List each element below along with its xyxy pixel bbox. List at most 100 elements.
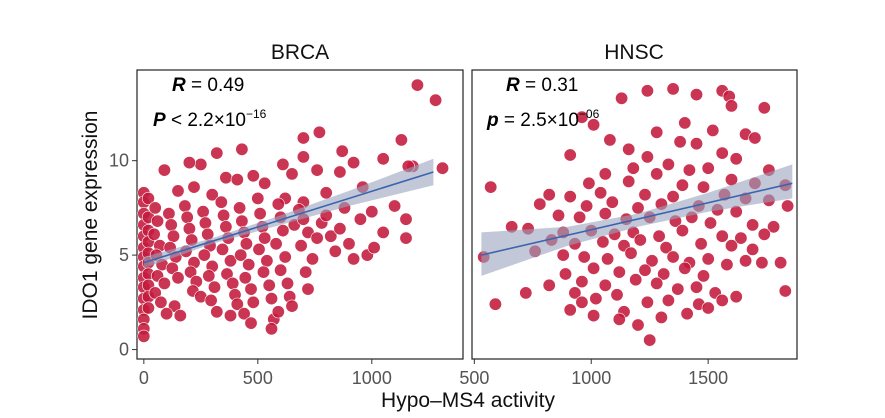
hnsc-confidence-band (481, 164, 793, 276)
hnsc-point (724, 99, 738, 113)
hnsc-point (563, 303, 577, 317)
hnsc-point (724, 239, 738, 253)
hnsc-point (631, 201, 645, 215)
brca-point (148, 201, 162, 215)
brca-y-tick-label: 0 (119, 340, 129, 360)
brca-point (242, 258, 256, 272)
brca-point (210, 305, 224, 319)
brca-p-value: < 2.2×10 (166, 110, 246, 131)
hnsc-point (746, 242, 760, 256)
y-axis-title: IDO1 gene expression (79, 111, 102, 320)
brca-point (280, 276, 294, 290)
hnsc-point (689, 280, 703, 294)
brca-point (294, 239, 308, 253)
hnsc-point (645, 254, 659, 268)
hnsc-point (638, 188, 652, 202)
brca-point (319, 186, 333, 200)
brca-point (235, 142, 249, 156)
brca-point (299, 265, 313, 279)
brca-point (233, 201, 247, 215)
brca-point (237, 307, 251, 321)
hnsc-point (678, 116, 692, 130)
hnsc-point (598, 278, 612, 292)
hnsc-point (701, 161, 715, 175)
hnsc-point (652, 229, 666, 243)
hnsc-point (519, 286, 533, 300)
brca-point (197, 248, 211, 262)
hnsc-point (678, 261, 692, 275)
brca-point (262, 278, 276, 292)
hnsc-point (778, 284, 792, 298)
brca-point (208, 280, 222, 294)
brca-point (252, 242, 266, 256)
hnsc-point (640, 150, 654, 164)
brca-point (167, 229, 181, 243)
brca-point (264, 322, 278, 336)
brca-point (399, 212, 413, 226)
hnsc-point (650, 276, 664, 290)
hnsc-point (533, 197, 547, 211)
hnsc-x-tick-label: 500 (459, 368, 489, 388)
brca-point (285, 167, 299, 181)
brca-regression-line (143, 171, 434, 264)
hnsc-point (661, 293, 675, 307)
hnsc-point (575, 275, 589, 289)
brca-point (239, 237, 253, 251)
brca-point (278, 250, 292, 264)
brca-r-stat: R = 0.49 (172, 75, 244, 96)
brca-panel-title: BRCA (271, 41, 329, 64)
x-axis-title: Hypo–MS4 activity (381, 389, 555, 412)
hnsc-point (715, 293, 729, 307)
brca-point (435, 161, 449, 175)
brca-point (198, 216, 212, 230)
hnsc-x-tick-label: 1500 (688, 368, 728, 388)
hnsc-point (739, 254, 753, 268)
hnsc-point (575, 110, 589, 124)
brca-point (276, 157, 290, 171)
brca-y-tick-label: 10 (109, 151, 129, 171)
hnsc-point (638, 263, 652, 277)
hnsc-r-stat: R = 0.31 (506, 75, 578, 96)
brca-point (260, 254, 274, 268)
hnsc-point (573, 210, 587, 224)
brca-point (226, 276, 240, 290)
brca-point (234, 248, 248, 262)
brca-point (353, 212, 367, 226)
hnsc-point (675, 224, 689, 238)
hnsc-point (757, 227, 771, 241)
hnsc-point (666, 82, 680, 96)
hnsc-point (542, 278, 556, 292)
brca-point (347, 252, 361, 266)
hnsc-point (757, 101, 771, 115)
hnsc-point (594, 186, 608, 200)
hnsc-point (661, 157, 675, 171)
brca-point (264, 292, 278, 306)
brca-point (165, 261, 179, 275)
brca-point (154, 295, 168, 309)
brca-point (160, 307, 174, 321)
brca-point (271, 197, 285, 211)
brca-point (141, 301, 155, 315)
brca-point (376, 225, 390, 239)
hnsc-point (706, 123, 720, 137)
hnsc-point (682, 163, 696, 177)
hnsc-point (666, 190, 680, 204)
brca-point (173, 309, 187, 323)
brca-point (171, 271, 185, 285)
hnsc-point (551, 208, 565, 222)
brca-point (367, 241, 381, 255)
hnsc-point (556, 248, 570, 262)
brca-point (238, 271, 252, 285)
hnsc-point (587, 118, 601, 132)
hnsc-point (650, 125, 664, 139)
hnsc-point (575, 295, 589, 309)
brca-y-tick-label: 5 (119, 245, 129, 265)
hnsc-point (673, 135, 687, 149)
hnsc-point (605, 195, 619, 209)
brca-point (230, 297, 244, 311)
brca-x-tick-label: 500 (243, 368, 273, 388)
brca-point (429, 93, 443, 107)
hnsc-p-symbol: p (486, 110, 499, 131)
brca-point (244, 282, 258, 296)
brca-point (410, 78, 424, 92)
